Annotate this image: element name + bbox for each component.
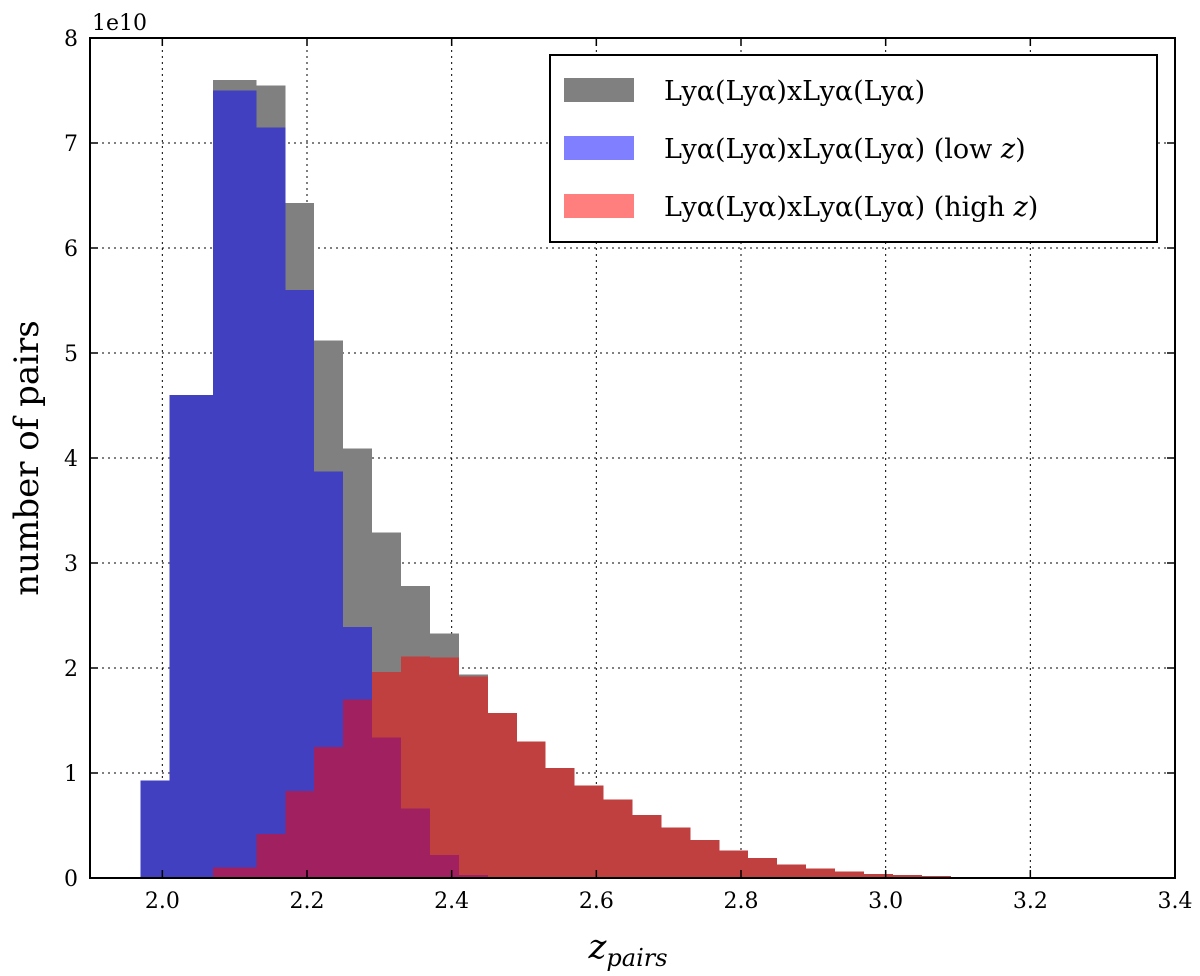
histogram-bar: [343, 699, 373, 878]
histogram-bar: [256, 127, 286, 878]
x-tick-label: 2.8: [724, 889, 759, 914]
histogram-bar: [314, 746, 344, 878]
histogram-bar: [212, 867, 257, 878]
histogram-bar: [458, 676, 488, 878]
x-tick-label: 3.0: [868, 889, 903, 914]
axis-ticks: [90, 37, 1176, 879]
histogram-bar: [806, 868, 836, 878]
histogram-bar: [892, 874, 922, 878]
histogram-bar: [690, 840, 720, 878]
histogram-bar: [256, 833, 286, 878]
legend-label-low-z-var: z: [1000, 134, 1016, 165]
legend-label-high-z-var: z: [1013, 192, 1029, 223]
legend-swatch-all: [564, 78, 634, 102]
y-tick-label: 0: [64, 867, 78, 892]
x-axis-label-main: z: [587, 927, 607, 967]
series-2: [212, 656, 980, 878]
legend-label-all-text: Lyα(Lyα)xLyα(Lyα): [664, 76, 925, 107]
histogram-bars: [140, 80, 980, 879]
histogram-bar: [285, 290, 315, 878]
y-tick-label: 6: [64, 237, 78, 262]
histogram-bar: [921, 875, 951, 878]
y-tick-label: 1: [64, 762, 78, 787]
histogram-bar: [487, 713, 517, 878]
histogram-bar: [285, 790, 315, 878]
histogram-bar: [574, 785, 604, 878]
x-tick-label: 2.6: [579, 889, 614, 914]
x-tick-label: 3.2: [1013, 889, 1048, 914]
x-axis-label: zpairs: [587, 927, 667, 972]
legend-frame: [549, 54, 1158, 243]
histogram-bar: [748, 858, 778, 878]
legend-label-all: Lyα(Lyα)xLyα(Lyα): [664, 76, 925, 107]
legend-label-low-z-suffix: ): [1015, 134, 1026, 165]
histogram-bar: [835, 871, 864, 878]
histogram-bar: [372, 672, 402, 878]
legend: Lyα(Lyα)xLyα(Lyα) Lyα(Lyα)xLyα(Lyα) (low…: [549, 54, 1158, 243]
histogram-bar: [401, 656, 430, 878]
x-tick-label: 3.4: [1158, 889, 1193, 914]
histogram-bar: [140, 780, 170, 878]
histogram-bar: [516, 741, 546, 878]
histogram-bar: [169, 395, 213, 878]
histogram-bar: [212, 90, 257, 878]
y-tick-label: 7: [64, 132, 78, 157]
histogram-bar: [603, 799, 633, 878]
y-tick-labels: 0 1 2 3 4 5 6 7 8: [64, 27, 78, 892]
x-tick-label: 2.2: [290, 889, 325, 914]
legend-label-high-z-text: Lyα(Lyα)xLyα(Lyα) (high: [664, 192, 1014, 223]
legend-swatch-low-z: [564, 136, 634, 160]
legend-label-low-z: Lyα(Lyα)xLyα(Lyα) (low z): [664, 134, 1026, 165]
histogram-bar: [719, 850, 749, 878]
x-tick-labels: 2.0 2.2 2.4 2.6 2.8 3.0 3.2 3.4: [145, 889, 1193, 914]
x-tick-label: 2.0: [145, 889, 180, 914]
legend-label-high-z: Lyα(Lyα)xLyα(Lyα) (high z): [664, 192, 1038, 223]
y-tick-label: 2: [64, 657, 78, 682]
x-tick-label: 2.4: [434, 889, 469, 914]
histogram-bar: [863, 873, 893, 878]
y-offset-label: 1e10: [92, 11, 147, 36]
histogram-bar: [632, 815, 662, 878]
y-tick-label: 5: [64, 342, 78, 367]
y-tick-label: 4: [64, 447, 78, 472]
x-axis-label-sub: pairs: [606, 944, 667, 972]
y-tick-label: 3: [64, 552, 78, 577]
y-tick-label: 8: [64, 27, 78, 52]
histogram-bar: [661, 827, 691, 878]
legend-label-high-z-suffix: ): [1028, 192, 1039, 223]
y-axis-label: number of pairs: [7, 320, 47, 595]
legend-label-low-z-text: Lyα(Lyα)xLyα(Lyα) (low: [664, 134, 1001, 165]
legend-swatch-high-z: [564, 194, 634, 218]
histogram-bar: [777, 864, 807, 878]
histogram-bar: [545, 767, 575, 878]
histogram-bar: [429, 657, 459, 878]
